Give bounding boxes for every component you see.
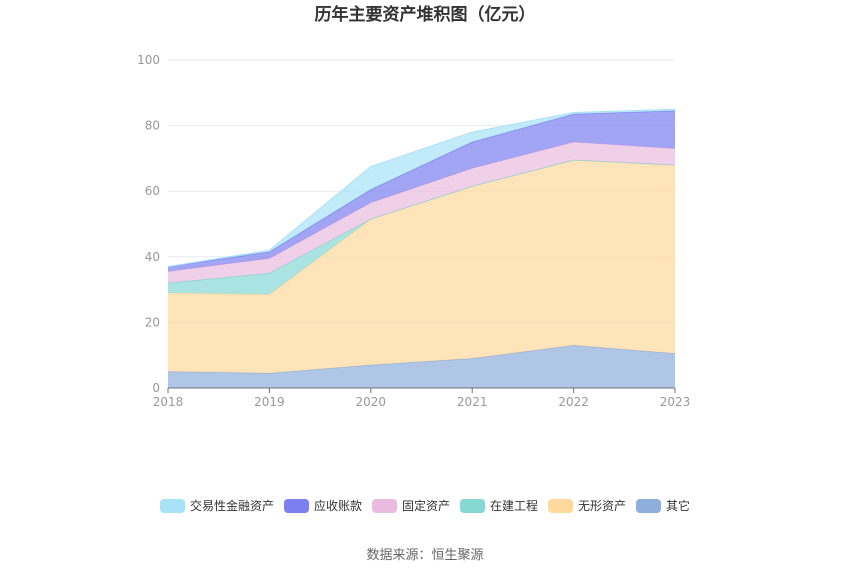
area-series-3	[168, 142, 675, 284]
y-tick-label: 40	[145, 250, 160, 264]
legend-item: 在建工程	[460, 498, 538, 513]
y-tick-label: 20	[145, 315, 160, 329]
legend: 交易性金融资产 应收账款 固定资产 在建工程 无形资产 其它	[160, 498, 690, 513]
y-tick-label: 0	[152, 381, 160, 395]
legend-swatch	[284, 499, 309, 513]
legend-item: 交易性金融资产	[160, 498, 274, 513]
legend-swatch	[372, 499, 397, 513]
x-tick-label: 2022	[558, 395, 589, 409]
legend-swatch	[160, 499, 185, 513]
legend-item: 应收账款	[284, 498, 362, 513]
legend-swatch	[460, 499, 485, 513]
y-tick-label: 80	[145, 119, 160, 133]
legend-item: 无形资产	[548, 499, 626, 513]
area-series-1	[168, 160, 675, 374]
legend-label: 交易性金融资产	[190, 498, 274, 513]
x-tick-label: 2018	[153, 395, 184, 409]
legend-label: 固定资产	[402, 498, 450, 513]
x-tick-label: 2020	[356, 395, 387, 409]
x-tick-label: 2019	[254, 395, 285, 409]
x-tick-label: 2021	[457, 395, 488, 409]
legend-item: 固定资产	[372, 498, 450, 513]
y-tick-label: 100	[137, 53, 160, 67]
data-source: 数据来源：恒生聚源	[366, 548, 483, 563]
axes: 0 20 40 60 80 100 2018 2019 2020 2021 2022 2023	[137, 53, 690, 409]
chart-title: 历年主要资产堆积图（亿元）	[315, 4, 536, 25]
legend-item: 其它	[636, 498, 690, 513]
area-series-4	[168, 110, 675, 272]
legend-swatch	[636, 499, 661, 513]
legend-label: 无形资产	[578, 499, 626, 513]
area-edge-5	[167, 108, 676, 268]
legend-label: 应收账款	[314, 498, 362, 513]
area-edge-3	[167, 141, 676, 273]
x-tick-label: 2023	[660, 395, 691, 409]
area-series-0	[168, 345, 675, 388]
y-tick-label: 60	[145, 184, 160, 198]
legend-swatch	[548, 499, 573, 513]
area-series-2	[168, 160, 675, 295]
legend-label: 其它	[666, 498, 690, 513]
legend-label: 在建工程	[490, 498, 538, 513]
stacked-areas	[167, 108, 676, 388]
